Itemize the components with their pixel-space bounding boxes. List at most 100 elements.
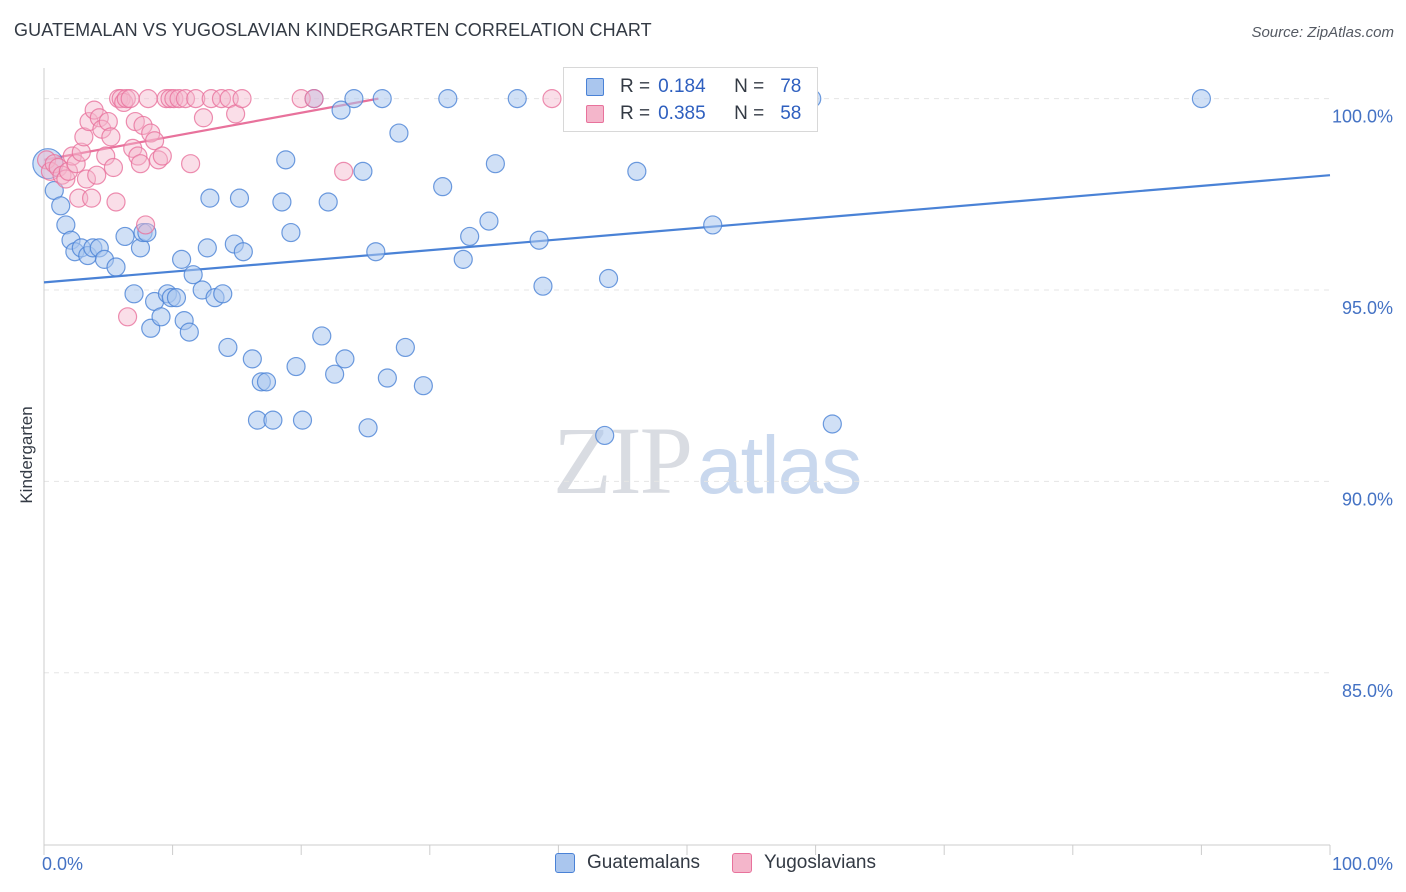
point-guatemalans-62 (438, 89, 458, 109)
point-yugoslavians-10 (71, 142, 91, 162)
stats-legend: R = 0.184 N = 78 R = 0.385 N = 58 (563, 67, 818, 132)
point-guatemalans-2 (51, 196, 71, 216)
point-guatemalans-11 (106, 257, 126, 277)
n-value: 78 (780, 76, 802, 97)
point-guatemalans-71 (598, 268, 619, 289)
point-yugoslavians-34 (133, 115, 153, 136)
y-tick-label-100: 100.0% (1332, 107, 1393, 127)
y-tick-label-90: 90.0% (1342, 489, 1393, 509)
point-guatemalans-44 (286, 356, 306, 377)
point-yugoslavians-5 (56, 169, 76, 189)
point-guatemalans-42 (276, 150, 296, 170)
point-guatemalans-45 (292, 410, 313, 430)
point-guatemalans-13 (124, 284, 144, 304)
point-guatemalans-56 (372, 89, 392, 109)
point-guatemalans-43 (281, 222, 301, 243)
point-yugoslavians-29 (120, 89, 140, 109)
point-yugoslavians-44 (169, 89, 189, 109)
point-yugoslavians-33 (130, 154, 151, 174)
point-yugoslavians-48 (193, 108, 214, 128)
point-yugoslavians-50 (211, 89, 232, 109)
point-guatemalans-36 (242, 349, 262, 369)
n-value: 58 (780, 103, 802, 124)
legend-label-yugoslavians: Yugoslavians (764, 852, 876, 873)
point-guatemalans-68 (529, 230, 549, 250)
point-guatemalans-69 (533, 276, 553, 296)
r-value: 0.385 (658, 103, 706, 124)
legend-item-yugoslavians[interactable]: Yugoslavians (732, 852, 876, 874)
point-guatemalans-50 (335, 349, 355, 369)
point-yugoslavians-28 (117, 307, 138, 327)
data-points (32, 89, 1212, 446)
point-guatemalans-73 (703, 215, 723, 235)
point-guatemalans-57 (377, 368, 397, 388)
point-guatemalans-40 (263, 410, 283, 430)
point-yugoslavians-12 (76, 169, 97, 189)
point-guatemalans-22 (166, 288, 187, 308)
point-yugoslavians-35 (135, 215, 156, 235)
point-guatemalans-32 (218, 337, 238, 358)
point-guatemalans-28 (197, 238, 217, 258)
point-yugoslavians-23 (106, 192, 126, 212)
point-guatemalans-54 (358, 418, 378, 438)
point-guatemalans-52 (344, 89, 364, 109)
x-tick-label-min: 0.0% (42, 854, 83, 874)
point-guatemalans-51 (331, 100, 351, 120)
point-guatemalans-70 (595, 425, 615, 446)
point-guatemalans-41 (272, 192, 292, 212)
point-yugoslavians-55 (304, 89, 324, 109)
grid-lines (44, 98, 1330, 674)
point-yugoslavians-56 (334, 161, 354, 181)
point-guatemalans-29 (200, 188, 220, 208)
watermark: ZIPatlas (553, 405, 862, 516)
watermark-atlas: atlas (697, 420, 862, 511)
point-yugoslavians-6 (58, 161, 79, 181)
trend-line-guatemalans (43, 174, 1331, 284)
legend-label-guatemalans: Guatemalans (587, 852, 701, 873)
point-guatemalans-12 (115, 226, 135, 247)
point-yugoslavians-16 (87, 165, 107, 185)
point-guatemalans-53 (353, 161, 373, 181)
point-guatemalans-77 (1191, 89, 1212, 109)
point-guatemalans-16 (137, 222, 157, 243)
point-yugoslavians-21 (101, 127, 121, 147)
tick-labels: 100.0% 95.0% 90.0% 85.0% 0.0% 100.0% (42, 107, 1393, 874)
point-guatemalans-47 (312, 326, 332, 346)
point-yugoslavians-46 (181, 154, 201, 174)
point-guatemalans-34 (229, 188, 250, 208)
point-guatemalans-67 (507, 89, 527, 109)
point-yugoslavians-14 (81, 188, 102, 208)
point-yugoslavians-47 (186, 89, 206, 109)
point-yugoslavians-38 (144, 131, 165, 151)
point-guatemalans-49 (325, 364, 345, 384)
point-guatemalans-23 (172, 249, 192, 269)
n-label: N = (734, 76, 765, 97)
point-guatemalans-64 (460, 226, 480, 247)
point-yugoslavians-57 (542, 89, 562, 109)
point-guatemalans-61 (433, 177, 453, 197)
point-yugoslavians-53 (232, 89, 252, 109)
point-guatemalans-60 (413, 376, 433, 396)
axes (43, 68, 1331, 855)
stats-legend-row-guatemalans: R = 0.184 N = 78 (586, 74, 801, 100)
point-yugoslavians-11 (74, 127, 94, 147)
point-guatemalans-31 (213, 284, 233, 304)
point-guatemalans-59 (395, 337, 415, 358)
point-guatemalans-66 (485, 154, 505, 174)
point-yugoslavians-32 (128, 146, 148, 166)
point-yugoslavians-40 (152, 146, 172, 166)
x-tick-label-max: 100.0% (1332, 854, 1393, 874)
chart-title: GUATEMALAN VS YUGOSLAVIAN KINDERGARTEN C… (14, 20, 652, 40)
y-tick-label-85: 85.0% (1342, 681, 1393, 701)
point-guatemalans-39 (256, 372, 277, 392)
source-label: Source: ZipAtlas.com (1251, 24, 1394, 41)
point-guatemalans-76 (822, 414, 842, 434)
r-label: R = (620, 103, 651, 124)
point-guatemalans-55 (366, 242, 386, 262)
n-label: N = (734, 103, 765, 124)
legend-item-guatemalans[interactable]: Guatemalans (555, 852, 700, 874)
point-yugoslavians-8 (66, 154, 86, 174)
legend-swatch-blue (586, 78, 604, 96)
point-yugoslavians-22 (103, 157, 124, 178)
